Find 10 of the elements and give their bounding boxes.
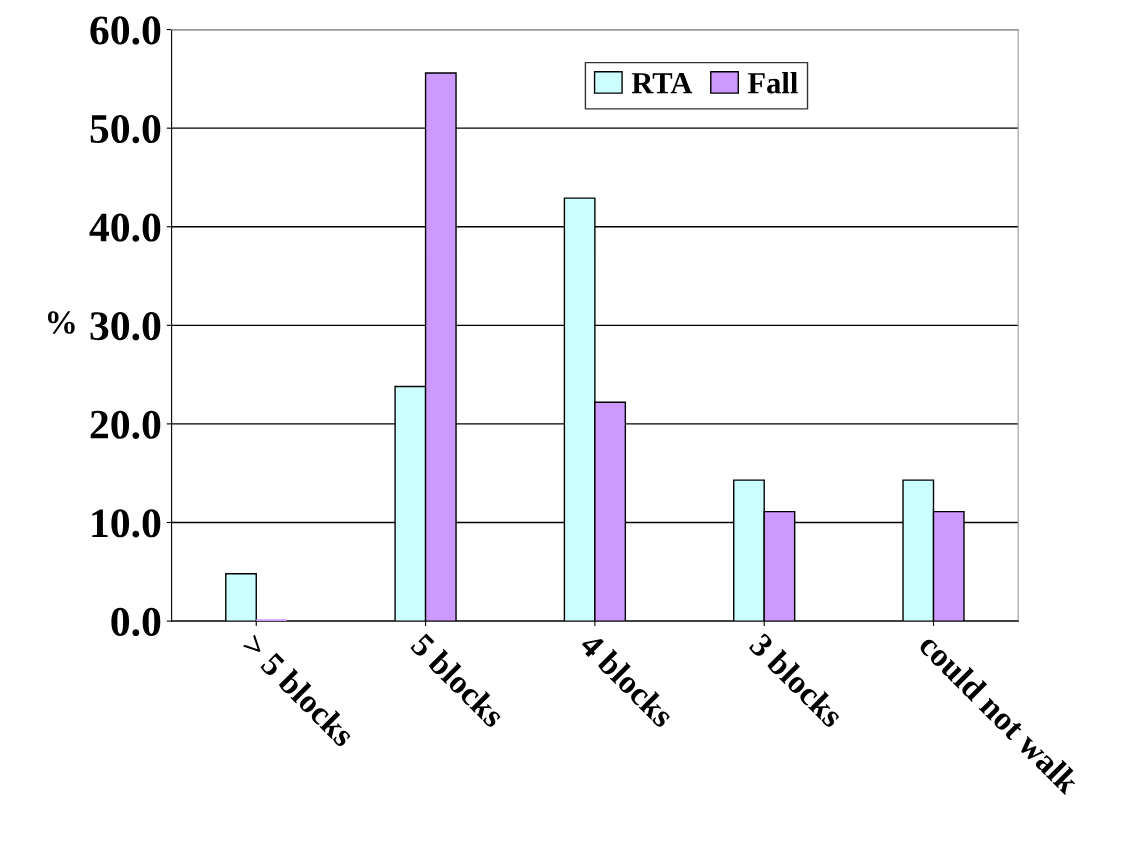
y-tick-label: 40.0: [89, 213, 161, 242]
legend-label: RTA: [631, 72, 693, 94]
y-axis-title: %: [47, 311, 75, 334]
legend-label: Fall: [747, 71, 798, 94]
y-tick-label: 20.0: [90, 410, 161, 439]
y-tick-label: 60.0: [90, 16, 161, 45]
y-tick-label: 30.0: [90, 312, 161, 341]
y-tick-label: 10.0: [92, 509, 161, 538]
y-tick-label: 50.0: [90, 114, 161, 144]
y-tick-label: 0.0: [111, 607, 161, 637]
